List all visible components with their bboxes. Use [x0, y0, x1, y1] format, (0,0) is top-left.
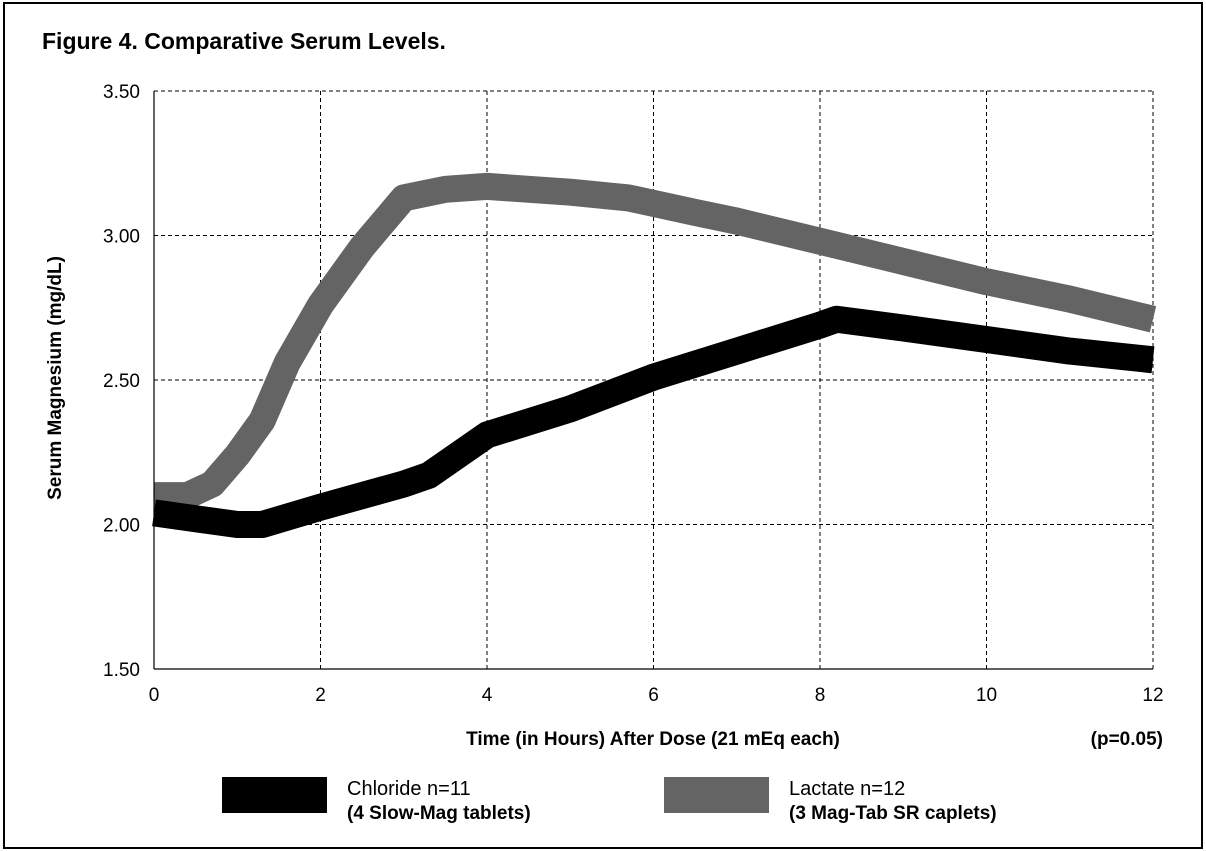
- y-tick-label: 3.50: [103, 82, 140, 103]
- legend-label-chloride: Chloride n=11: [347, 778, 471, 800]
- x-tick-label: 0: [149, 685, 160, 706]
- axes: 0 2 4 6 8 10 12 1.50 2.00 2.50 3.00 3.50: [103, 82, 1164, 706]
- x-axis-label: Time (in Hours) After Dose (21 mEq each): [466, 729, 840, 750]
- series-lines: [152, 172, 1157, 538]
- y-tick-label: 1.50: [103, 660, 140, 681]
- chart-title: Figure 4. Comparative Serum Levels.: [42, 28, 446, 54]
- legend-swatch-lactate: [664, 777, 769, 813]
- x-tick-label: 2: [315, 685, 326, 706]
- x-tick-label: 4: [482, 685, 493, 706]
- legend-detail-chloride: (4 Slow-Mag tablets): [347, 803, 531, 824]
- figure-frame: [3, 2, 1203, 849]
- legend-detail-lactate: (3 Mag-Tab SR caplets): [789, 803, 997, 824]
- series-line-lactate: [154, 172, 1157, 510]
- x-tick-label: 8: [815, 685, 826, 706]
- x-tick-label: 10: [976, 685, 997, 706]
- y-axis-label: Serum Magnesium (mg/dL): [45, 256, 66, 500]
- y-tick-label: 2.00: [103, 516, 140, 537]
- y-tick-label: 2.50: [103, 371, 140, 392]
- y-tick-label: 3.00: [103, 227, 140, 248]
- x-tick-label: 6: [648, 685, 659, 706]
- x-tick-label: 12: [1142, 685, 1163, 706]
- series-line-chloride: [152, 305, 1155, 538]
- legend-swatch-chloride: [222, 777, 327, 813]
- legend-label-lactate: Lactate n=12: [789, 778, 905, 800]
- legend: Chloride n=11 (4 Slow-Mag tablets) Lacta…: [222, 777, 997, 824]
- p-value-annotation: (p=0.05): [1091, 729, 1163, 750]
